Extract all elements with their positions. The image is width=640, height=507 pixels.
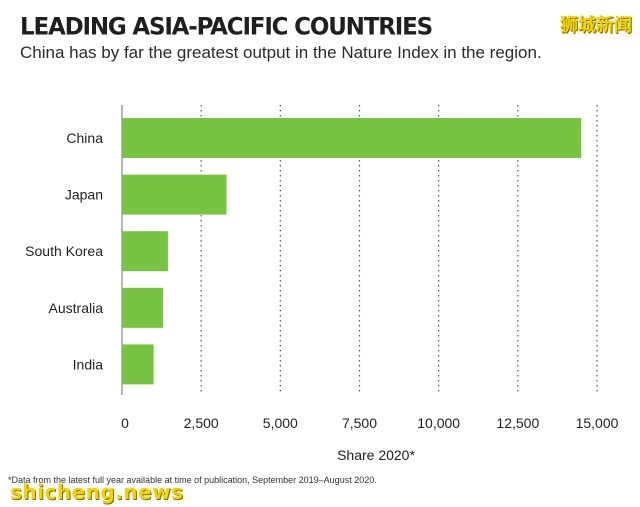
category-labels: China Japan South Korea Australia India [25,130,103,372]
x-tick-label: 15,000 [576,415,619,431]
x-tick-label: 5,000 [263,415,298,431]
bar-south-korea [122,231,168,272]
x-tick-label: 12,500 [496,415,539,431]
x-tick-label: 7,500 [342,415,377,431]
x-tick-labels: 0 2,500 5,000 7,500 10,000 12,500 15,000 [121,415,619,431]
chart-title: LEADING ASIA-PACIFIC COUNTRIES [20,13,433,41]
footnote: *Data from the latest full year availabl… [8,475,377,485]
x-tick-label: 0 [121,415,129,431]
x-tick-label: 10,000 [417,415,460,431]
x-axis-label: Share 2020* [337,447,415,463]
bar-japan [122,174,227,215]
watermark-logo-bottom: shicheng.news [10,480,184,504]
category-label: China [66,130,103,146]
bars [122,118,582,385]
category-label: Australia [49,300,104,316]
watermark-logo-top: 狮城新闻 [560,15,632,36]
bar-australia [122,287,164,328]
bar-china [122,118,582,158]
chart-subtitle: China has by far the greatest output in … [20,43,542,62]
category-label: South Korea [25,243,103,259]
category-label: Japan [65,187,103,203]
bar-india [122,344,154,385]
x-tick-label: 2,500 [184,415,219,431]
category-label: India [73,356,104,372]
